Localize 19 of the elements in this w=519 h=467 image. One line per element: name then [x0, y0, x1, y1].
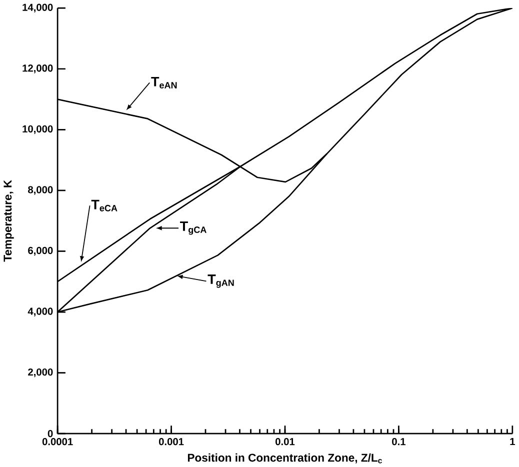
annotation: T$_{gAN}$	[208, 274, 234, 288]
y-axis-title: Temperature, K	[4, 180, 14, 262]
y-tick-label: 14,000	[22, 4, 53, 12]
y-tick-label: 4,000	[28, 308, 53, 316]
x-tick-label: 0.1	[392, 438, 406, 446]
annotation: T$_{eAN}$	[151, 76, 177, 88]
annotation: T$_{gCA}$	[180, 221, 206, 235]
x-tick-label: 0.0001	[42, 438, 73, 446]
x-tick-label: 0.01	[276, 438, 295, 446]
y-tick-label: 10,000	[22, 125, 53, 134]
y-tick-label: 12,000	[22, 64, 53, 74]
y-tick-label: 6,000	[28, 246, 53, 256]
y-tick-label: 0	[48, 430, 53, 438]
x-tick-label: 1	[510, 438, 515, 445]
annotation: T$_{eCA}$	[91, 200, 118, 212]
x-axis-title: Position in Concentration Zone, Z/L$_{c}$	[188, 453, 382, 464]
y-tick-label: 2,000	[28, 368, 53, 378]
y-tick-label: 8,000	[28, 186, 53, 195]
x-tick-label: 0.001	[158, 438, 184, 446]
